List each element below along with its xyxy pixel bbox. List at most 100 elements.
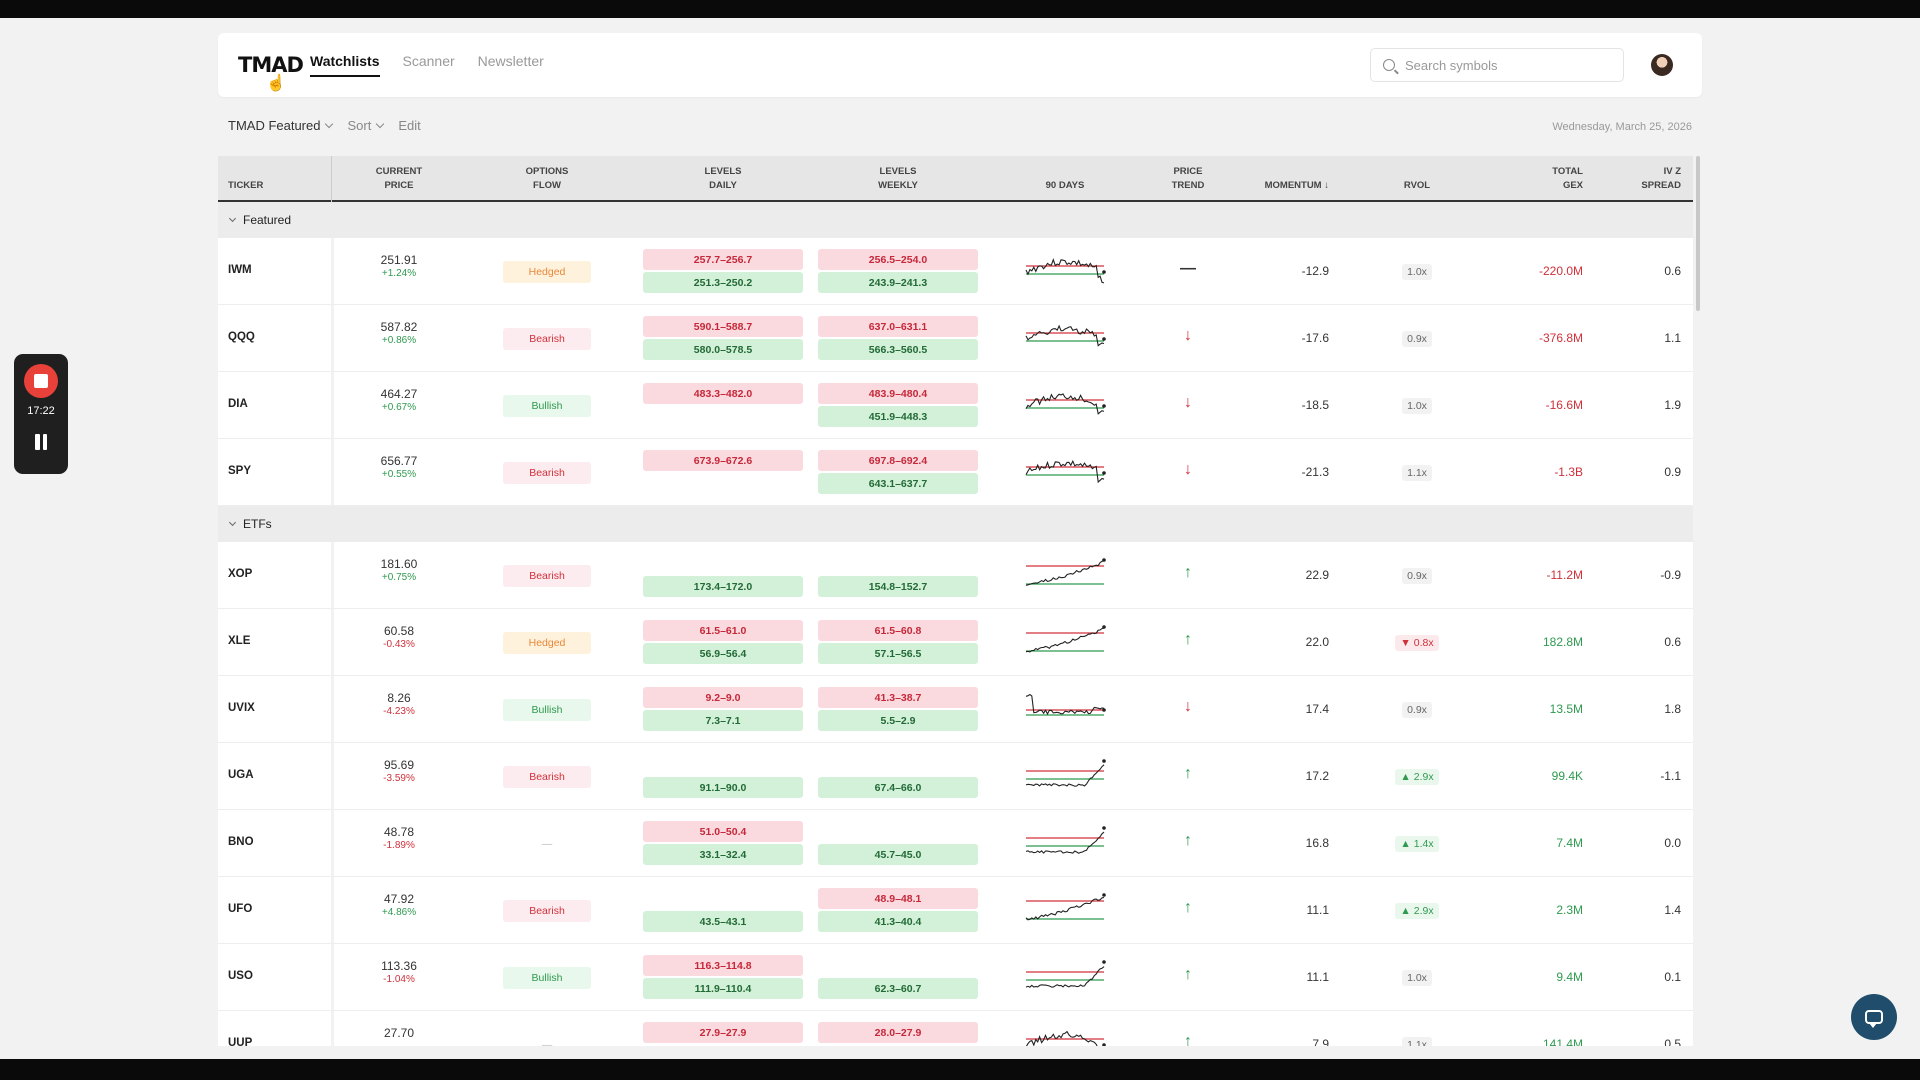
ticker-symbol[interactable]: DIA [228, 398, 248, 410]
daily-level[interactable]: 9.2–9.0 [643, 687, 803, 708]
logo[interactable]: TMAD [238, 53, 304, 77]
col-total-gex[interactable]: TOTAL GEX [1488, 156, 1583, 202]
col-header-line: DAILY [709, 180, 737, 191]
edit-button[interactable]: Edit [398, 118, 421, 133]
ticker-symbol[interactable]: UGA [228, 769, 254, 781]
weekly-level[interactable]: 41.3–40.4 [818, 911, 978, 932]
rvol-badge: 0.9x [1387, 331, 1447, 347]
pause-icon[interactable] [34, 434, 48, 450]
table-row[interactable]: XLE 60.58 -0.43% Hedged 61.5–61.0 56.9–56.4 61… [218, 609, 1693, 676]
rvol-value: ▼ 0.8x [1395, 635, 1439, 651]
daily-level[interactable]: 251.3–250.2 [643, 272, 803, 293]
ticker-symbol[interactable]: UVIX [228, 702, 255, 714]
table-row[interactable]: SPY 656.77 +0.55% Bearish 673.9–672.6 697.8–6… [218, 439, 1693, 506]
ticker-symbol[interactable]: IWM [228, 264, 252, 276]
weekly-level[interactable]: 61.5–60.8 [818, 620, 978, 641]
weekly-level[interactable]: 697.8–692.4 [818, 450, 978, 471]
table-row[interactable]: UUP 27.70 — 27.9–27.9 28.0–27.9 ↑ 7.9 1.1x 141.4… [218, 1011, 1693, 1046]
daily-level[interactable]: 33.1–32.4 [643, 844, 803, 865]
col-levels-weekly[interactable]: LEVELS WEEKLY [818, 156, 978, 202]
table-row[interactable]: QQQ 587.82 +0.86% Bearish 590.1–588.7 580.0–5… [218, 305, 1693, 372]
search-box[interactable] [1370, 48, 1624, 82]
search-input[interactable] [1405, 57, 1605, 73]
ticker-symbol[interactable]: QQQ [228, 331, 255, 343]
options-flow-badge: Hedged [503, 261, 591, 283]
price-value: 656.77 [380, 454, 418, 468]
daily-level[interactable]: 61.5–61.0 [643, 620, 803, 641]
daily-level[interactable]: 257.7–256.7 [643, 249, 803, 270]
weekly-level[interactable]: 57.1–56.5 [818, 643, 978, 664]
table-row[interactable]: XOP 181.60 +0.75% Bearish 173.4–172.0 154.8–1… [218, 542, 1693, 609]
daily-level[interactable]: 43.5–43.1 [643, 911, 803, 932]
ticker-symbol[interactable]: BNO [228, 836, 254, 848]
nav-scanner[interactable]: Scanner [402, 53, 455, 69]
daily-level[interactable]: 173.4–172.0 [643, 576, 803, 597]
daily-level[interactable]: 580.0–578.5 [643, 339, 803, 360]
weekly-level[interactable]: 48.9–48.1 [818, 888, 978, 909]
price-line [1025, 1030, 1098, 1046]
weekly-level[interactable]: 243.9–241.3 [818, 272, 978, 293]
table-row[interactable]: USO 113.36 -1.04% Bullish 116.3–114.8 111.9–1… [218, 944, 1693, 1011]
weekly-level[interactable]: 154.8–152.7 [818, 576, 978, 597]
weekly-level[interactable]: 483.9–480.4 [818, 383, 978, 404]
daily-level[interactable]: 91.1–90.0 [643, 777, 803, 798]
col-price-trend[interactable]: PRICE TREND [1158, 156, 1218, 202]
section-etfs[interactable]: ETFs [218, 506, 1693, 542]
daily-level[interactable]: 116.3–114.8 [643, 955, 803, 976]
weekly-level[interactable]: 67.4–66.0 [818, 777, 978, 798]
total-gex-value: -11.2M [1546, 568, 1583, 582]
weekly-level[interactable]: 41.3–38.7 [818, 687, 978, 708]
ticker-symbol[interactable]: SPY [228, 465, 252, 477]
col-rvol[interactable]: RVOL [1387, 156, 1447, 202]
col-current-price[interactable]: CURRENT PRICE [334, 156, 464, 202]
daily-level[interactable]: 56.9–56.4 [643, 643, 803, 664]
screen-bottom-bar [0, 1059, 1920, 1080]
daily-level[interactable]: 27.9–27.9 [643, 1022, 803, 1043]
col-momentum[interactable]: MOMENTUM ↓ [1234, 156, 1329, 202]
momentum-value: 22.9 [1305, 568, 1329, 582]
section-featured[interactable]: Featured [218, 202, 1693, 238]
ticker-symbol[interactable]: UFO [228, 903, 253, 915]
avatar[interactable] [1651, 54, 1673, 76]
table-row[interactable]: UFO 47.92 +4.86% Bearish 43.5–43.1 48.9–48.1 4… [218, 877, 1693, 944]
col-levels-daily[interactable]: LEVELS DAILY [643, 156, 803, 202]
weekly-level[interactable]: 643.1–637.7 [818, 473, 978, 494]
table-row[interactable]: IWM 251.91 +1.24% Hedged 257.7–256.7 251.3–25… [218, 238, 1693, 305]
sort-button[interactable]: Sort [347, 118, 385, 133]
weekly-level[interactable]: 451.9–448.3 [818, 406, 978, 427]
daily-level[interactable]: 7.3–7.1 [643, 710, 803, 731]
watchlist-selector[interactable]: TMAD Featured [228, 118, 334, 133]
table-row[interactable]: DIA 464.27 +0.67% Bullish 483.3–482.0 483.9–4… [218, 372, 1693, 439]
daily-level[interactable]: 111.9–110.4 [643, 978, 803, 999]
col-options-flow[interactable]: OPTIONS FLOW [503, 156, 591, 202]
table-row[interactable]: UVIX 8.26 -4.23% Bullish 9.2–9.0 7.3–7.1 41.3–… [218, 676, 1693, 743]
weekly-level[interactable]: 256.5–254.0 [818, 249, 978, 270]
table-row[interactable]: BNO 48.78 -1.89% — 51.0–50.4 33.1–32.4 45.7–45… [218, 810, 1693, 877]
weekly-level[interactable]: 637.0–631.1 [818, 316, 978, 337]
ticker-symbol[interactable]: UUP [228, 1037, 253, 1046]
daily-level[interactable]: 51.0–50.4 [643, 821, 803, 842]
ticker-symbol[interactable]: XLE [228, 635, 251, 647]
weekly-level[interactable]: 62.3–60.7 [818, 978, 978, 999]
weekly-level[interactable]: 566.3–560.5 [818, 339, 978, 360]
daily-level[interactable]: 673.9–672.6 [643, 450, 803, 471]
momentum-value: -18.5 [1301, 398, 1329, 412]
price-value: 60.58 [383, 624, 415, 638]
table-row[interactable]: UGA 95.69 -3.59% Bearish 91.1–90.0 67.4–66.0 ↑… [218, 743, 1693, 810]
col-iv-z-spread[interactable]: IV Z SPREAD [1618, 156, 1681, 202]
weekly-level[interactable]: 28.0–27.9 [818, 1022, 978, 1043]
daily-level[interactable]: 483.3–482.0 [643, 383, 803, 404]
col-ticker[interactable]: TICKER [228, 156, 263, 202]
ticker-symbol[interactable]: XOP [228, 568, 253, 580]
chat-button[interactable] [1851, 994, 1897, 1040]
col-header-line: FLOW [533, 180, 561, 191]
col-90-days[interactable]: 90 DAYS [1024, 156, 1106, 202]
weekly-level[interactable]: 45.7–45.0 [818, 844, 978, 865]
table-scrollbar[interactable] [1696, 156, 1700, 311]
stop-recording-button[interactable] [24, 364, 58, 398]
weekly-level[interactable]: 5.5–2.9 [818, 710, 978, 731]
daily-level[interactable]: 590.1–588.7 [643, 316, 803, 337]
nav-watchlists[interactable]: Watchlists [310, 53, 380, 77]
ticker-symbol[interactable]: USO [228, 970, 253, 982]
nav-newsletter[interactable]: Newsletter [477, 53, 544, 69]
